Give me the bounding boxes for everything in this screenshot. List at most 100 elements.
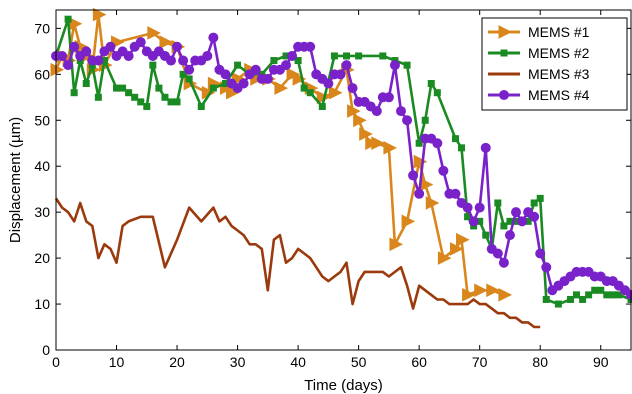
data-point [64,15,72,23]
x-tick-label: 10 [109,354,125,370]
data-point [427,80,435,88]
data-point [462,288,476,302]
data-point [504,230,515,241]
data-point [306,89,314,97]
data-point [238,78,249,89]
data-point [347,83,358,94]
data-point [184,64,195,75]
data-point [323,78,334,89]
data-point [92,7,107,22]
data-point [433,89,441,97]
data-point [585,291,593,299]
data-point [208,32,219,43]
data-point [220,69,231,80]
data-point [591,286,599,294]
data-point [396,106,406,117]
data-point [143,102,151,110]
data-point [383,141,398,155]
data-point [389,237,404,252]
data-point [474,202,485,213]
data-point [100,57,108,65]
data-point [105,41,116,52]
legend-label: MEMS #3 [528,66,590,82]
legend-label: MEMS #1 [528,24,590,40]
data-point [408,170,419,181]
data-point [492,248,503,259]
data-point [262,73,273,84]
data-point [456,232,470,247]
data-point [498,288,513,302]
data-point [530,199,538,207]
data-point [57,50,68,61]
legend-entry: MEMS #4 [488,87,590,103]
data-point [197,102,205,110]
data-point [597,286,605,294]
x-tick-label: 80 [532,354,548,370]
data-point [300,84,308,92]
data-point [178,55,189,66]
y-axis: 0 10 20 30 40 50 60 70 [34,20,631,358]
x-tick-label: 0 [52,354,60,370]
data-point [173,98,181,106]
data-point [438,165,449,176]
data-point [305,41,316,52]
data-point [82,80,90,88]
data-point [137,98,145,106]
data-point [113,84,121,92]
data-point [512,217,520,225]
y-tick-label: 70 [34,20,50,36]
data-point [355,52,363,60]
data-point [50,62,65,77]
data-point [389,60,400,71]
legend-label: MEMS #2 [528,45,590,61]
data-point [234,61,242,69]
legend: MEMS #1 MEMS #2 MEMS #3 MEMS #4 [481,17,628,111]
data-point [287,50,298,61]
data-point [415,139,423,147]
data-point [341,60,352,71]
data-point [70,89,78,97]
data-point [166,55,176,66]
data-point [529,211,540,222]
data-point [281,60,291,71]
data-point [401,214,416,229]
data-point [450,188,461,199]
data-point [524,217,532,225]
data-point [63,60,74,71]
data-point [179,70,187,78]
data-point [573,291,581,299]
y-tick-label: 50 [34,112,50,128]
x-tick-label: 90 [593,354,609,370]
data-point [615,291,623,299]
data-point [480,142,491,153]
series-line [54,197,541,329]
x-tick-label: 60 [411,354,427,370]
series-4 [51,32,632,300]
data-point [81,46,92,57]
legend-entry: MEMS #1 [488,24,590,40]
data-point [202,50,213,61]
data-point [536,194,544,202]
y-tick-label: 40 [34,158,50,174]
data-point [413,154,428,169]
data-point [94,93,102,101]
data-point [371,106,382,117]
data-point [535,248,546,259]
y-tick-label: 0 [42,342,50,358]
data-point [161,93,169,101]
data-point [282,52,290,60]
data-point [328,85,343,100]
x-tick-label: 30 [230,354,246,370]
data-point [209,84,217,92]
data-point [69,41,80,52]
data-point [335,69,346,80]
data-point [226,85,240,100]
data-point [414,188,425,199]
data-point [131,93,139,101]
data-point [458,144,466,152]
data-point [294,57,302,65]
data-point [343,52,351,60]
data-point [93,55,104,66]
data-point [221,80,229,88]
